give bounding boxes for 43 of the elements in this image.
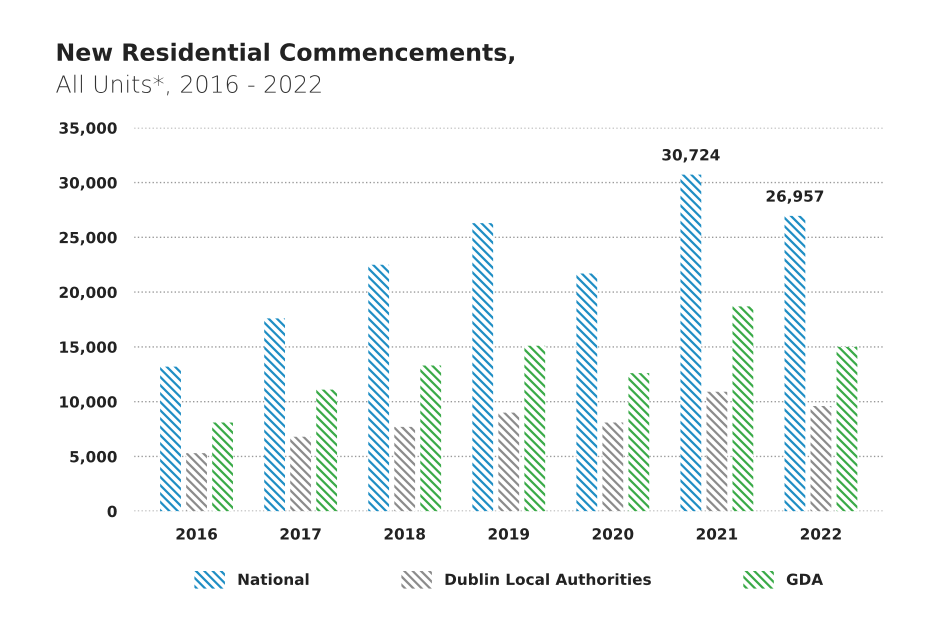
bar [836, 346, 858, 512]
bar [212, 422, 233, 512]
y-tick-label: 30,000 [60, 177, 117, 191]
bar [680, 174, 702, 512]
y-tick-label: 5,000 [70, 450, 117, 464]
x-tick-label: 2022 [800, 528, 841, 540]
bar [498, 412, 520, 512]
y-tick-label: 20,000 [60, 286, 117, 300]
bar [264, 318, 286, 512]
legend-label: GDA [786, 574, 824, 586]
bar [186, 453, 207, 512]
bar [472, 223, 494, 512]
bar [420, 366, 442, 512]
chart-subtitle: All Units*, 2016 - 2022 [56, 74, 321, 96]
y-tick-label: 10,000 [60, 396, 117, 410]
bar [368, 264, 390, 512]
y-tick-label: 35,000 [60, 122, 117, 136]
x-tick-label: 2019 [488, 528, 530, 540]
x-tick-label: 2021 [696, 528, 738, 540]
chart-title: New Residential Commencements, [58, 42, 514, 64]
bar [160, 366, 181, 512]
bar [316, 390, 338, 512]
y-tick-label: 25,000 [60, 232, 117, 246]
y-tick-label: 0 [108, 506, 117, 518]
legend-label: Dublin Local Authorities [446, 573, 651, 586]
bar [602, 422, 624, 512]
bar [784, 216, 806, 512]
bar [706, 392, 728, 512]
bar [810, 406, 832, 512]
bar [394, 426, 416, 512]
bar [524, 346, 546, 512]
x-tick-label: 2020 [592, 528, 634, 540]
x-tick-label: 2017 [280, 528, 321, 540]
bar [576, 273, 598, 512]
x-tick-label: 2016 [176, 528, 217, 540]
legend-label: National [238, 573, 308, 586]
y-tick-label: 15,000 [60, 341, 117, 355]
bar [732, 306, 754, 512]
bar [628, 373, 650, 512]
x-tick-label: 2018 [384, 528, 425, 540]
data-label: 30,724 [662, 149, 720, 163]
data-label: 26,957 [766, 190, 824, 204]
bar [290, 436, 312, 512]
